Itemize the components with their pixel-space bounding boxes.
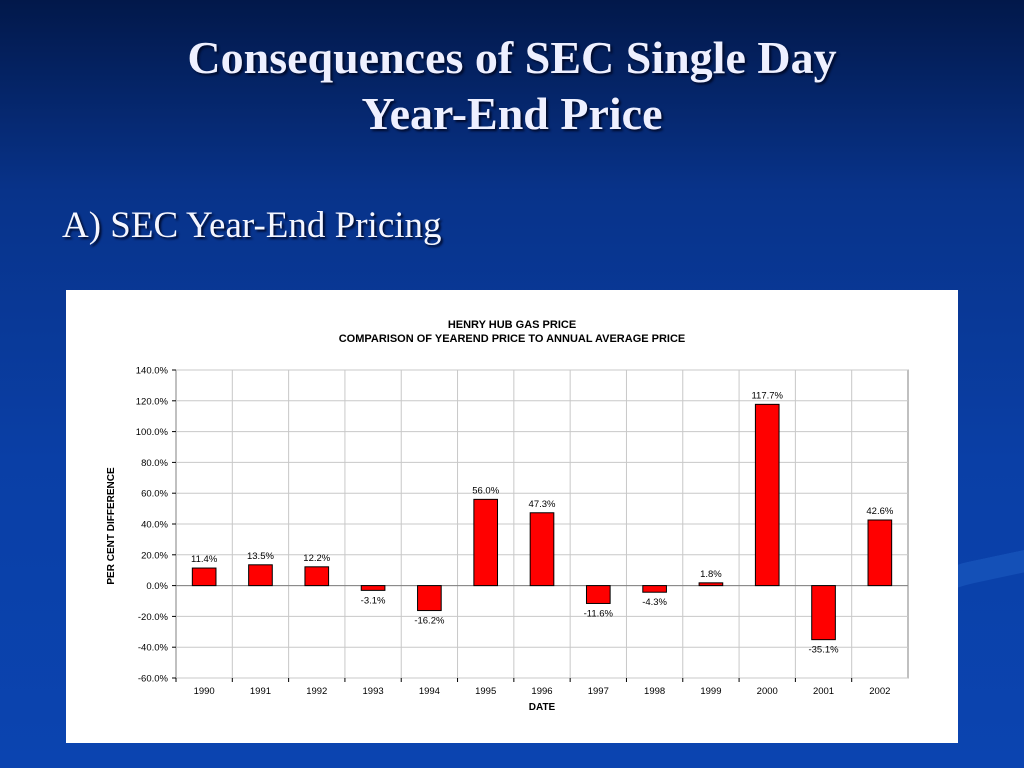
bar [585, 585, 611, 604]
y-tick-label: 80.0% [141, 458, 168, 469]
data-label: -4.3% [642, 597, 667, 608]
data-label: 42.6% [866, 506, 893, 517]
x-tick-label: 2001 [813, 686, 834, 697]
bar [473, 498, 499, 587]
x-tick-label: 1996 [531, 686, 552, 697]
x-tick-label: 1998 [644, 686, 665, 697]
data-label: 12.2% [303, 553, 330, 564]
bar [642, 585, 667, 593]
chart-subtitle: COMPARISON OF YEAREND PRICE TO ANNUAL AV… [339, 333, 686, 345]
bar [360, 585, 386, 591]
bar-chart: HENRY HUB GAS PRICE COMPARISON OF YEAREN… [106, 319, 909, 713]
data-label: 13.5% [247, 551, 274, 562]
bar [248, 564, 273, 587]
y-tick-label: 40.0% [141, 520, 168, 531]
data-label: 47.3% [529, 499, 556, 510]
x-tick-label: 1990 [194, 686, 215, 697]
bar [754, 403, 780, 587]
data-label: -35.1% [808, 645, 839, 656]
bar [867, 519, 893, 587]
bar [304, 566, 330, 587]
data-label: -11.6% [584, 608, 614, 619]
y-axis-label: PER CENT DIFFERENCE [106, 467, 117, 585]
y-tick-label: 120.0% [136, 396, 169, 407]
data-label: 11.4% [191, 554, 218, 565]
y-tick-label: -40.0% [138, 643, 169, 654]
x-tick-label: 1992 [306, 686, 327, 697]
data-label: 117.7% [751, 390, 783, 401]
y-tick-label: 100.0% [136, 427, 169, 438]
x-tick-label: 2000 [757, 686, 778, 697]
x-tick-label: 1995 [475, 686, 496, 697]
bar [811, 585, 836, 641]
x-tick-label: 1993 [363, 686, 384, 697]
slide-title: Consequences of SEC Single Day Year-End … [0, 30, 1024, 142]
y-tick-label: -20.0% [138, 612, 169, 623]
bar [191, 567, 217, 587]
slide-title-line2: Year-End Price [361, 88, 663, 139]
slide-title-line1: Consequences of SEC Single Day [187, 32, 837, 83]
y-tick-label: 20.0% [141, 550, 168, 561]
x-tick-label: 2002 [869, 686, 890, 697]
bar [529, 512, 555, 587]
chart-panel: HENRY HUB GAS PRICE COMPARISON OF YEAREN… [66, 290, 958, 743]
y-tick-label: 0.0% [146, 581, 168, 592]
plot-area: 140.0% 120.0% 100.0% 80.0% 60.0% 40.0% 20.0% 0.… [136, 366, 909, 697]
data-label: 56.0% [472, 485, 499, 496]
x-axis-label: DATE [529, 702, 556, 713]
bullet-text: A) SEC Year-End Pricing [62, 205, 442, 246]
y-tick-label: 60.0% [141, 489, 168, 500]
x-tick-label: 1994 [419, 686, 440, 697]
bar [698, 582, 724, 587]
x-tick-label: 1997 [588, 686, 609, 697]
chart-title: HENRY HUB GAS PRICE [448, 319, 576, 331]
data-label: 1.8% [700, 569, 722, 580]
x-tick-label: 1991 [250, 686, 271, 697]
x-tick-label: 1999 [700, 686, 721, 697]
data-label: -16.2% [414, 616, 445, 627]
y-tick-label: -60.0% [138, 674, 169, 685]
bar [417, 585, 442, 612]
data-label: -3.1% [361, 595, 386, 606]
y-tick-label: 140.0% [136, 366, 169, 377]
